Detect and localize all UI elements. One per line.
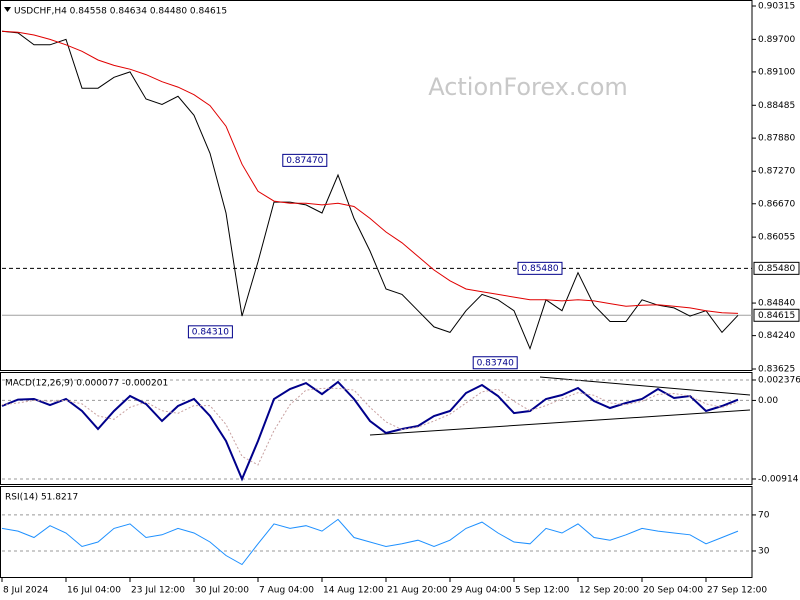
y-tick-label: 0.89100 — [758, 67, 795, 77]
series-line — [1, 387, 739, 466]
annotation-label: 0.84310 — [192, 327, 229, 337]
annotation-label: 0.87470 — [286, 156, 323, 166]
panel-title: RSI(14) 51.8217 — [5, 493, 78, 503]
x-tick-label: 16 Jul 04:00 — [67, 586, 121, 596]
level-label-box — [753, 308, 800, 322]
annotation-box — [187, 325, 233, 339]
y-tick-label: 0.84840 — [758, 299, 795, 309]
y-tick-label: 70 — [758, 510, 770, 520]
y-tick-label: 0.90315 — [758, 1, 795, 11]
level-label: 0.84615 — [758, 311, 795, 321]
y-tick-label: 0.87880 — [758, 134, 795, 144]
panel-frame — [0, 372, 753, 485]
x-tick-label: 8 Jul 2024 — [3, 586, 48, 596]
annotation-box — [517, 261, 563, 275]
x-tick-label: 5 Sep 12:00 — [515, 586, 570, 596]
panel-frame — [0, 486, 753, 578]
x-tick-label: 29 Aug 04:00 — [451, 586, 512, 596]
series-line — [1, 30, 739, 314]
panel-frame — [0, 0, 753, 371]
annotation-label: 0.83740 — [477, 358, 514, 368]
x-tick-label: 27 Sep 12:00 — [707, 586, 767, 596]
annotation-box — [472, 356, 518, 370]
series-line — [1, 518, 739, 566]
panel-title: USDCHF,H4 0.84558 0.84634 0.84480 0.8461… — [14, 7, 227, 17]
x-tick-label: 12 Sep 20:00 — [579, 586, 639, 596]
y-tick-label: 0.84240 — [758, 331, 795, 341]
x-tick-label: 20 Sep 04:00 — [643, 586, 703, 596]
y-tick-label: 30 — [758, 546, 770, 556]
x-tick-label: 30 Jul 20:00 — [195, 586, 249, 596]
y-tick-label: -0.00914 — [758, 474, 799, 484]
menu-arrow — [4, 7, 11, 12]
watermark: ActionForex.com — [428, 73, 628, 101]
annotation-label: 0.85480 — [521, 264, 558, 274]
level-label: 0.85480 — [758, 264, 795, 274]
x-tick-label: 7 Aug 04:00 — [259, 586, 314, 596]
y-tick-label: 0.83625 — [758, 364, 795, 374]
x-tick-label: 23 Jul 12:00 — [131, 586, 185, 596]
annotation-box — [282, 153, 328, 167]
level-label-box — [753, 261, 800, 275]
y-tick-label: 0.88485 — [758, 101, 795, 111]
trend-line — [369, 409, 751, 436]
x-tick-label: 21 Aug 20:00 — [387, 586, 448, 596]
y-tick-label: 0.89700 — [758, 35, 795, 45]
y-tick-label: 0.002376 — [758, 375, 800, 385]
panel-title: MACD(12,26,9) 0.000077 -0.000201 — [5, 379, 168, 389]
series-line — [1, 30, 739, 351]
y-tick-label: 0.86670 — [758, 199, 795, 209]
y-tick-label: 0.87270 — [758, 167, 795, 177]
x-tick-label: 14 Aug 12:00 — [323, 586, 384, 596]
series-line — [1, 380, 739, 482]
y-tick-label: 0.86055 — [758, 233, 795, 243]
y-tick-label: 0.00 — [758, 396, 778, 406]
